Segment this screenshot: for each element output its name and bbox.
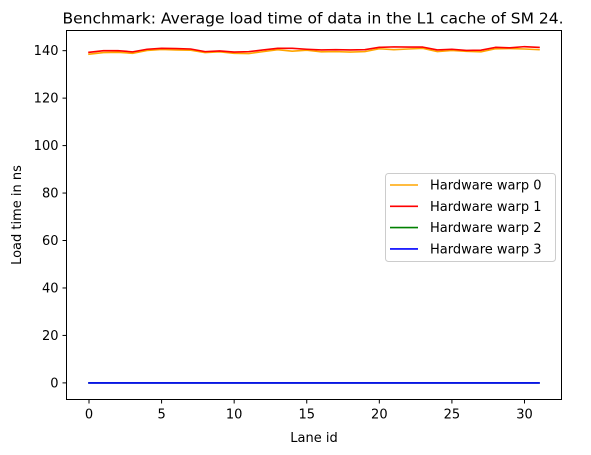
x-tick-label: 0	[85, 408, 93, 423]
series-layer	[88, 45, 540, 384]
y-tick-label: 120	[34, 92, 59, 107]
x-tick-label: 30	[516, 408, 533, 423]
y-tick-label: 20	[42, 329, 59, 344]
legend: Hardware warp 0 Hardware warp 1 Hardware w…	[385, 173, 556, 262]
legend-label-warp-1: Hardware warp 1	[430, 200, 542, 215]
legend-label-warp-0: Hardware warp 0	[430, 179, 542, 194]
y-tick-label: 0	[50, 376, 58, 391]
legend-label-warp-2: Hardware warp 2	[430, 221, 542, 236]
x-tick-label: 10	[226, 408, 243, 423]
chart-title: Benchmark: Average load time of data in …	[62, 10, 563, 28]
x-axis-label: Lane id	[290, 431, 337, 446]
y-tick-label: 80	[42, 187, 59, 202]
y-tick-label: 60	[42, 234, 59, 249]
x-tick-label: 20	[371, 408, 388, 423]
x-tick-label: 15	[298, 408, 315, 423]
x-tick-label: 5	[157, 408, 165, 423]
y-tick-label: 140	[34, 44, 59, 59]
y-tick-label: 100	[34, 139, 59, 154]
legend-label-warp-3: Hardware warp 3	[430, 242, 542, 257]
x-axis-ticks: 0 5 10 15 20 25 30	[85, 399, 533, 423]
y-tick-label: 40	[42, 281, 59, 296]
y-axis-ticks: 0 20 40 60 80 100 120 140	[34, 44, 67, 391]
series-line-warp-0	[88, 47, 540, 56]
legend-box	[385, 173, 556, 262]
series-line-warp-1	[88, 45, 540, 54]
y-axis-label: Load time in ns	[10, 165, 25, 265]
x-tick-label: 25	[444, 408, 461, 423]
